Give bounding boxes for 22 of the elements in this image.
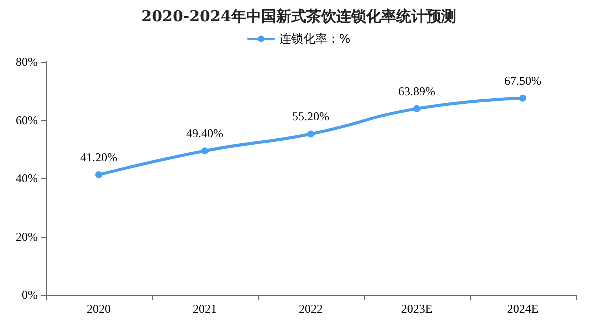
data-label: 67.50% [504, 74, 542, 88]
data-label: 63.89% [398, 84, 436, 98]
x-tick-label: 2021 [193, 302, 217, 316]
x-tick-label: 2023E [401, 302, 433, 316]
x-tick-label: 2024E [507, 302, 539, 316]
y-tick-label: 60% [16, 113, 38, 128]
y-tick-label: 0% [22, 288, 38, 302]
data-label: 55.20% [292, 110, 330, 124]
x-tick-label: 2020 [87, 302, 111, 316]
legend-label: 连锁化率：% [279, 32, 351, 46]
data-label: 41.20% [80, 150, 118, 165]
y-tick-label: 20% [16, 230, 38, 244]
data-label: 49.40% [186, 126, 224, 141]
x-tick-label: 2022 [299, 302, 323, 316]
y-tick-label: 80% [16, 55, 38, 69]
chart-title: 2020-2024年中国新式茶饮连锁化率统计预测 [142, 8, 456, 26]
point [202, 148, 208, 155]
point [414, 105, 420, 112]
point [96, 172, 102, 179]
point [520, 94, 526, 102]
point [308, 130, 314, 138]
y-tick-label: 40% [16, 172, 38, 186]
